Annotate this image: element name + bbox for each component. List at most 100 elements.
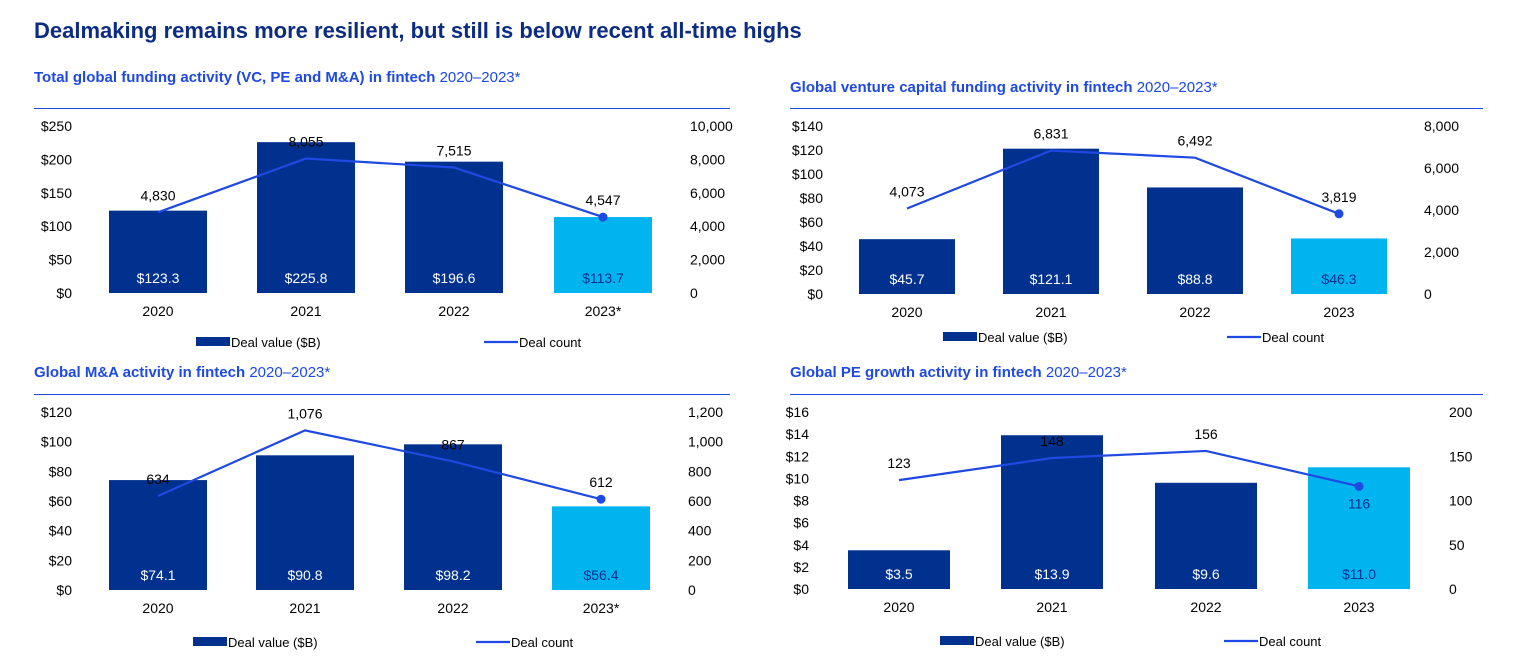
legend-bar-label: Deal value ($B) xyxy=(228,635,318,650)
panel-divider xyxy=(34,108,730,109)
deal-count-label: 116 xyxy=(1348,495,1371,511)
legend-line-label: Deal count xyxy=(511,635,574,650)
panel-title-text: Global M&A activity in fintech xyxy=(34,364,246,381)
left-axis-tick-label: $4 xyxy=(793,537,809,553)
left-axis-tick-label: $120 xyxy=(792,142,823,158)
right-axis-tick-label: 100 xyxy=(1449,493,1473,509)
category-label: 2023 xyxy=(1343,599,1374,615)
left-axis-tick-label: $80 xyxy=(49,463,73,479)
bar-value-label: $123.3 xyxy=(137,270,180,286)
left-axis-tick-label: $100 xyxy=(792,166,823,182)
deal-count-label: 3,819 xyxy=(1321,189,1356,205)
bar xyxy=(1147,187,1243,294)
bar-value-label: $45.7 xyxy=(889,271,924,287)
bar-value-label: $74.1 xyxy=(140,567,175,583)
panel-years-label: 2020–2023* xyxy=(1136,79,1218,96)
panel-years-label: 2020–2023* xyxy=(439,69,521,86)
left-axis-tick-label: $140 xyxy=(792,118,823,134)
bar-value-label: $56.4 xyxy=(583,567,618,583)
deal-count-label: 4,830 xyxy=(140,187,175,203)
panel-years-label: 2020–2023* xyxy=(1045,364,1127,381)
right-axis-tick-label: 2,000 xyxy=(1424,244,1459,260)
category-label: 2020 xyxy=(883,599,914,615)
category-label: 2020 xyxy=(891,304,922,320)
left-axis-tick-label: $40 xyxy=(800,238,824,254)
left-axis-tick-label: $6 xyxy=(793,515,809,531)
right-axis-tick-label: 0 xyxy=(690,285,698,301)
deal-count-label: 612 xyxy=(589,474,613,490)
bar xyxy=(1001,435,1103,589)
bar xyxy=(109,210,207,293)
bar xyxy=(1291,238,1387,294)
bar xyxy=(109,480,207,590)
bar xyxy=(1155,482,1257,589)
category-label: 2021 xyxy=(289,600,320,616)
deal-count-label: 6,492 xyxy=(1177,133,1212,149)
right-axis-tick-label: 600 xyxy=(688,493,712,509)
legend-line-label: Deal count xyxy=(1262,330,1325,345)
panel-title-mna: Global M&A activity in fintech 2020–2023… xyxy=(34,364,330,381)
right-axis-tick-label: 200 xyxy=(688,552,712,568)
category-label: 2023 xyxy=(1323,304,1354,320)
bar xyxy=(554,217,652,293)
left-axis-tick-label: $10 xyxy=(786,470,810,486)
deal-count-label: 148 xyxy=(1040,433,1064,449)
left-axis-tick-label: $0 xyxy=(807,286,823,302)
panel-title-text: Total global funding activity (VC, PE an… xyxy=(34,69,436,86)
left-axis-tick-label: $0 xyxy=(56,285,72,301)
left-axis-tick-label: $0 xyxy=(793,581,809,597)
category-label: 2023* xyxy=(585,303,622,319)
bar-value-label: $46.3 xyxy=(1321,271,1356,287)
category-label: 2023* xyxy=(583,600,620,616)
legend-bar-label: Deal value ($B) xyxy=(975,634,1065,649)
legend-line-label: Deal count xyxy=(1259,634,1322,649)
deal-count-line xyxy=(157,157,604,219)
deal-count-end-marker xyxy=(596,494,606,504)
left-axis-tick-label: $120 xyxy=(41,404,72,420)
deal-count-end-marker xyxy=(1354,481,1364,491)
left-axis-tick-label: $8 xyxy=(793,493,809,509)
left-axis-tick-label: $20 xyxy=(800,262,824,278)
bar xyxy=(859,239,955,294)
right-axis-tick-label: 800 xyxy=(688,463,712,479)
left-axis-tick-label: $150 xyxy=(41,185,72,201)
bar-value-label: $225.8 xyxy=(285,270,328,286)
legend-bar-swatch xyxy=(940,636,974,645)
category-label: 2021 xyxy=(1035,304,1066,320)
category-label: 2022 xyxy=(1179,304,1210,320)
deal-count-line xyxy=(906,149,1340,215)
category-label: 2020 xyxy=(142,600,173,616)
left-axis-tick-label: $0 xyxy=(56,582,72,598)
right-axis-tick-label: 200 xyxy=(1449,404,1473,420)
left-axis-tick-label: $20 xyxy=(49,552,73,568)
right-axis-tick-label: 0 xyxy=(1424,286,1432,302)
deal-count-line xyxy=(898,449,1360,488)
right-axis-tick-label: 1,200 xyxy=(688,404,723,420)
left-axis-tick-label: $40 xyxy=(49,523,73,539)
bar-value-label: $196.6 xyxy=(433,270,476,286)
panel-title-venture-capital: Global venture capital funding activity … xyxy=(790,79,1218,96)
panel-divider xyxy=(790,108,1483,109)
panel-title-text: Global venture capital funding activity … xyxy=(790,79,1133,96)
category-label: 2022 xyxy=(438,303,469,319)
legend-bar-label: Deal value ($B) xyxy=(231,335,321,350)
deal-count-end-marker xyxy=(598,212,608,222)
right-axis-tick-label: 2,000 xyxy=(690,252,725,268)
category-label: 2020 xyxy=(142,303,173,319)
category-label: 2022 xyxy=(1190,599,1221,615)
deal-count-label: 6,831 xyxy=(1033,126,1068,142)
left-axis-tick-label: $100 xyxy=(41,218,72,234)
bar-value-label: $98.2 xyxy=(435,567,470,583)
deal-count-label: 4,073 xyxy=(889,183,924,199)
panel-title-text: Global PE growth activity in fintech xyxy=(790,364,1042,381)
right-axis-tick-label: 6,000 xyxy=(1424,160,1459,176)
left-axis-tick-label: $200 xyxy=(41,151,72,167)
category-label: 2021 xyxy=(290,303,321,319)
bar-value-label: $3.5 xyxy=(885,566,912,582)
left-axis-tick-label: $250 xyxy=(41,118,72,134)
bar xyxy=(552,506,650,590)
deal-count-label: 1,076 xyxy=(287,405,322,421)
category-label: 2021 xyxy=(1036,599,1067,615)
right-axis-tick-label: 150 xyxy=(1449,448,1473,464)
